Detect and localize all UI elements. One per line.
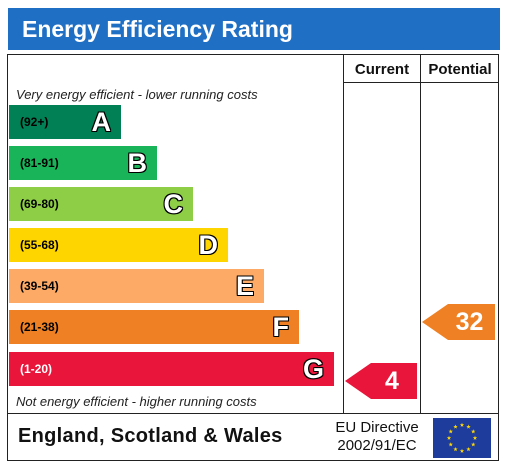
band-a-letter: A xyxy=(91,106,112,137)
band-d: (55-68) D xyxy=(9,228,228,262)
band-e: (39-54) E xyxy=(9,269,264,303)
rating-table xyxy=(7,54,499,414)
eu-flag-star xyxy=(471,429,476,434)
header-divider xyxy=(343,82,499,83)
band-c: (69-80) C xyxy=(9,187,193,221)
band-b: (81-91) B xyxy=(9,146,157,180)
bottom-caption: Not energy efficient - higher running co… xyxy=(16,394,257,409)
directive-line-1: EU Directive xyxy=(335,419,419,436)
eu-flag-star xyxy=(448,442,453,447)
eu-directive: EU Directive 2002/91/EC xyxy=(326,419,428,455)
eu-flag-star xyxy=(466,424,471,429)
band-f-range: (21-38) xyxy=(20,320,59,334)
eu-flag-star xyxy=(448,429,453,434)
band-d-range: (55-68) xyxy=(20,238,59,252)
potential-column-header: Potential xyxy=(428,60,492,78)
chart-title: Energy Efficiency Rating xyxy=(8,8,500,50)
band-b-range: (81-91) xyxy=(20,156,59,170)
top-caption: Very energy efficient - lower running co… xyxy=(16,87,258,102)
eu-flag-star xyxy=(466,446,471,452)
band-g-range: (1-20) xyxy=(20,362,53,376)
band-f-letter: F xyxy=(272,311,290,342)
region-label: England, Scotland & Wales xyxy=(18,425,283,447)
eu-flag-star xyxy=(453,424,458,429)
band-c-range: (69-80) xyxy=(20,197,59,211)
eu-flag-star xyxy=(459,422,465,427)
eu-flag-star xyxy=(446,435,452,440)
current-column-header: Current xyxy=(354,60,410,78)
band-e-letter: E xyxy=(235,270,254,301)
band-b-letter: B xyxy=(127,147,148,178)
band-g: (1-20) G xyxy=(9,352,334,386)
band-a: (92+) A xyxy=(9,105,121,139)
current-column-divider xyxy=(343,54,344,414)
band-a-range: (92+) xyxy=(20,115,49,129)
band-c-letter: C xyxy=(163,188,184,219)
eu-flag-star xyxy=(472,435,478,440)
eu-flag-star xyxy=(459,448,465,453)
eu-flag-star xyxy=(471,442,476,447)
band-f: (21-38) F xyxy=(9,310,299,344)
band-e-range: (39-54) xyxy=(20,279,59,293)
eu-flag-icon xyxy=(433,418,491,458)
footer xyxy=(7,414,499,461)
band-g-letter: G xyxy=(302,353,324,384)
band-d-letter: D xyxy=(198,229,219,260)
directive-line-2: 2002/91/EC xyxy=(337,437,417,454)
potential-column-divider xyxy=(420,54,421,414)
eu-flag-star xyxy=(453,446,458,452)
